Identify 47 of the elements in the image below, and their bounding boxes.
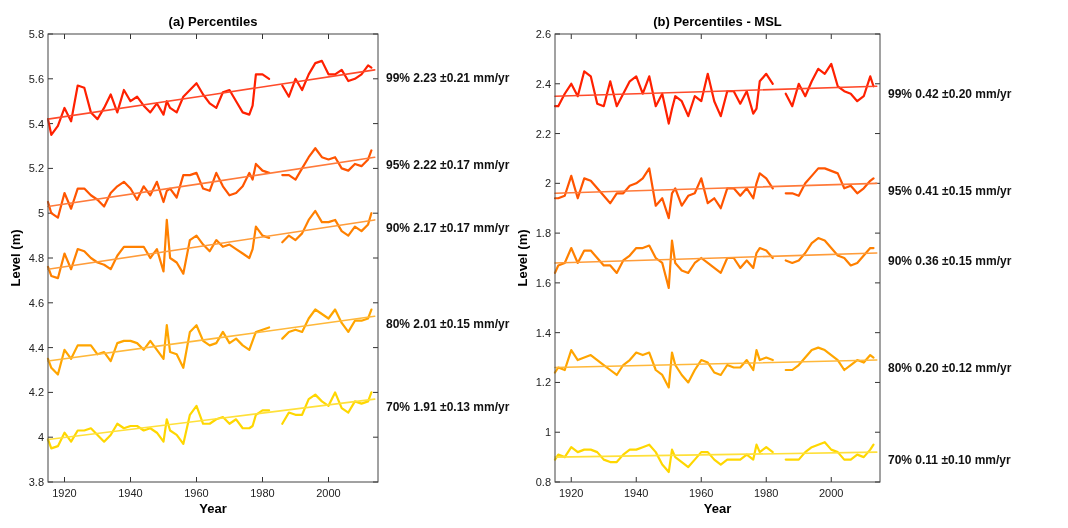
x-tick-label: 2000 bbox=[316, 487, 341, 499]
text: 90% 0.36 ±0.15 mm/yr bbox=[888, 254, 1012, 269]
x-tick-label: 1960 bbox=[184, 487, 209, 499]
y-tick-label: 1.8 bbox=[535, 227, 551, 240]
text: 80% 0.20 ±0.12 mm/yr bbox=[888, 361, 1012, 376]
y-tick-label: 4.8 bbox=[28, 252, 44, 264]
y-tick-label: 5.6 bbox=[28, 72, 44, 85]
y-tick-label: 2.4 bbox=[535, 77, 551, 90]
y-tick-label: 1.4 bbox=[535, 326, 551, 339]
text: 70% 1.91 ±0.13 mm/yr bbox=[386, 400, 510, 415]
y-tick-label: 4.2 bbox=[28, 386, 44, 399]
x-tick-label: 1940 bbox=[118, 487, 143, 499]
chart-title: (b) Percentiles - MSL bbox=[653, 14, 782, 29]
y-tick-label: 5.8 bbox=[28, 28, 44, 40]
y-axis-title: Level (m) bbox=[515, 229, 530, 287]
text: 70% 0.11 ±0.10 mm/yr bbox=[888, 453, 1011, 468]
y-tick-label: 2 bbox=[544, 177, 551, 190]
x-tick-label: 1980 bbox=[250, 487, 275, 499]
text: 95% 0.41 ±0.15 mm/yr bbox=[888, 184, 1012, 199]
text: 80% 2.01 ±0.15 mm/yr bbox=[386, 317, 510, 332]
text: 99% 2.23 ±0.21 mm/yr bbox=[386, 70, 510, 85]
y-tick-label: 1.6 bbox=[535, 276, 551, 289]
y-tick-label: 5.4 bbox=[28, 117, 44, 130]
y-tick-label: 4.6 bbox=[28, 296, 44, 309]
y-tick-label: 5.2 bbox=[28, 162, 44, 175]
x-tick-label: 2000 bbox=[819, 487, 844, 499]
text: 95% 2.22 ±0.17 mm/yr bbox=[386, 158, 510, 173]
y-tick-label: 1 bbox=[544, 426, 551, 439]
x-tick-label: 1920 bbox=[559, 487, 584, 499]
text: 99% 0.42 ±0.20 mm/yr bbox=[888, 87, 1012, 102]
y-tick-label: 5 bbox=[37, 207, 44, 220]
x-tick-label: 1940 bbox=[624, 487, 649, 499]
y-tick-label: 2.2 bbox=[535, 127, 551, 140]
x-tick-label: 1980 bbox=[754, 487, 779, 499]
y-tick-label: 2.6 bbox=[535, 28, 551, 40]
text: 90% 2.17 ±0.17 mm/yr bbox=[386, 220, 510, 235]
x-tick-label: 1920 bbox=[52, 487, 77, 499]
chart-title: (a) Percentiles bbox=[168, 14, 258, 29]
x-axis-title: Year bbox=[199, 501, 227, 516]
x-axis-title: Year bbox=[703, 501, 732, 516]
x-tick-label: 1960 bbox=[689, 487, 714, 499]
y-tick-label: 3.8 bbox=[28, 476, 44, 488]
y-tick-label: 4 bbox=[37, 431, 44, 444]
y-tick-label: 1.2 bbox=[535, 376, 551, 389]
y-axis-title: Level (m) bbox=[8, 229, 23, 287]
y-tick-label: 4.4 bbox=[28, 341, 44, 354]
y-tick-label: 0.8 bbox=[535, 476, 551, 488]
